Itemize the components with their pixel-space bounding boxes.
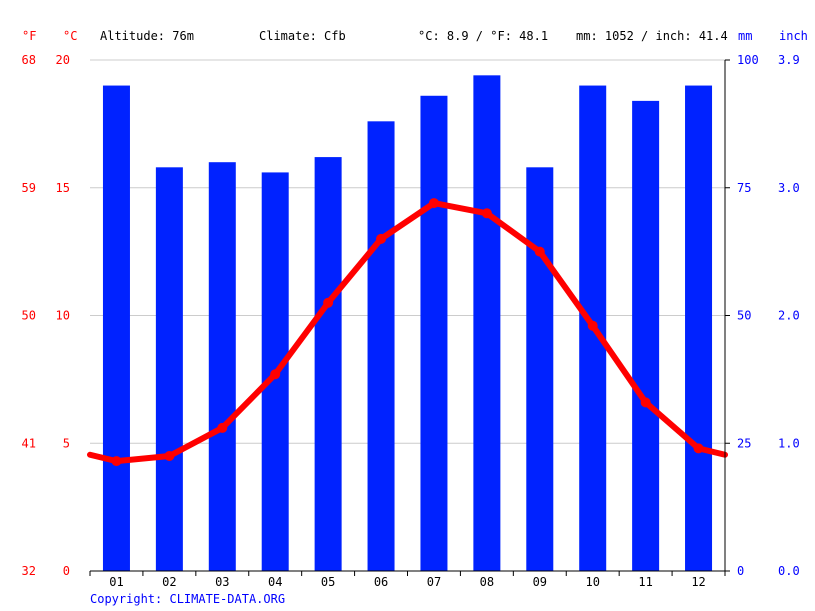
temperature-point <box>323 297 334 308</box>
unit-c-label: °C <box>63 29 77 43</box>
temperature-point <box>376 233 387 244</box>
tick-label-inch: 1.0 <box>778 436 800 450</box>
tick-label-c: 15 <box>56 181 70 195</box>
tick-label-mm: 75 <box>737 181 751 195</box>
precipitation-bar <box>314 157 342 571</box>
month-label: 02 <box>162 575 176 589</box>
tick-label-inch: 3.9 <box>778 53 800 67</box>
unit-f-label: °F <box>22 29 36 43</box>
precipitation-bars <box>102 75 713 572</box>
precipitation-bar <box>420 95 448 572</box>
month-label: 11 <box>638 575 652 589</box>
month-label: 07 <box>427 575 441 589</box>
precipitation-bar <box>102 85 130 572</box>
axes <box>89 59 730 576</box>
tick-labels: 32 0 0 0.041 5 25 1.050 10 50 2.059 15 75 3.068 20 100… <box>22 53 800 589</box>
month-label: 04 <box>268 575 282 589</box>
tick-label-mm: 25 <box>737 436 751 450</box>
tick-label-c: 5 <box>63 436 70 450</box>
tick-label-c: 20 <box>56 53 70 67</box>
temperature-line <box>87 198 728 467</box>
precipitation-bar <box>155 167 183 571</box>
temperature-point <box>640 397 651 408</box>
tick-label-inch: 0.0 <box>778 564 800 578</box>
precipitation-bar <box>473 75 501 571</box>
tick-label-mm: 50 <box>737 309 751 323</box>
temperature-point <box>428 198 439 209</box>
temperature-series-line <box>87 200 728 465</box>
tick-label-c: 0 <box>63 564 70 578</box>
unit-inch-label: inch <box>779 29 808 43</box>
precipitation-bar <box>526 167 554 571</box>
unit-mm-label: mm <box>738 29 752 43</box>
temperature-point <box>164 451 175 462</box>
tick-label-f: 59 <box>22 181 36 195</box>
temperature-point <box>270 369 281 380</box>
temperature-point <box>587 320 598 331</box>
altitude-label: Altitude: 76m <box>100 29 194 43</box>
month-label: 01 <box>109 575 123 589</box>
temperature-point <box>217 422 228 433</box>
tick-label-f: 68 <box>22 53 36 67</box>
month-label: 08 <box>480 575 494 589</box>
tick-label-mm: 0 <box>737 564 744 578</box>
copyright-link[interactable]: Copyright: CLIMATE-DATA.ORG <box>90 592 285 606</box>
month-label: 10 <box>585 575 599 589</box>
tick-label-inch: 3.0 <box>778 181 800 195</box>
month-label: 05 <box>321 575 335 589</box>
tick-label-c: 10 <box>56 309 70 323</box>
tick-label-f: 50 <box>22 309 36 323</box>
temperature-point <box>481 208 492 219</box>
precipitation-bar <box>632 100 660 571</box>
precipitation-bar <box>208 162 236 571</box>
tick-label-f: 32 <box>22 564 36 578</box>
temperature-point <box>693 443 704 454</box>
tick-label-f: 41 <box>22 436 36 450</box>
month-label: 03 <box>215 575 229 589</box>
month-label: 12 <box>691 575 705 589</box>
temp-summary: °C: 8.9 / °F: 48.1 <box>418 29 548 43</box>
month-label: 09 <box>533 575 547 589</box>
precipitation-bar <box>367 121 395 571</box>
temperature-point <box>111 456 122 467</box>
precip-summary: mm: 1052 / inch: 41.4 <box>576 29 728 43</box>
tick-label-inch: 2.0 <box>778 309 800 323</box>
temperature-point <box>534 246 545 257</box>
precipitation-bar <box>685 85 713 572</box>
grid-lines <box>90 59 725 444</box>
climate-label: Climate: Cfb <box>259 29 346 43</box>
month-label: 06 <box>374 575 388 589</box>
tick-label-mm: 100 <box>737 53 759 67</box>
